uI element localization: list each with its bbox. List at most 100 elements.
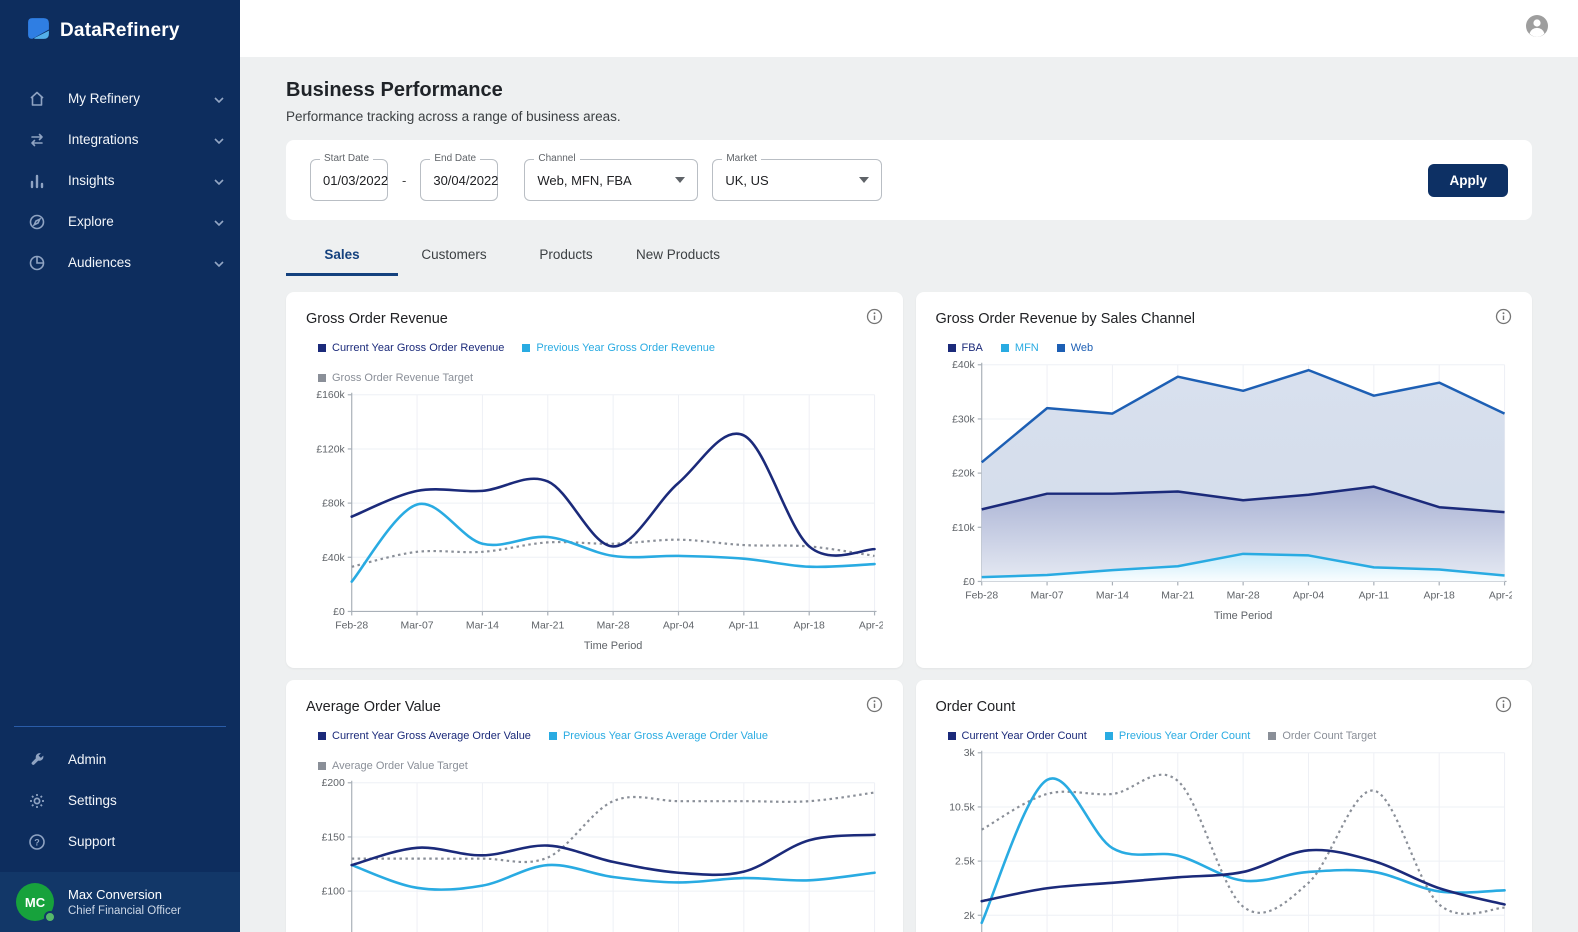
tab-products[interactable]: Products — [539, 247, 593, 262]
svg-text:Apr-25: Apr-25 — [859, 620, 883, 631]
legend-item[interactable]: Current Year Order Count — [947, 730, 1087, 742]
svg-text:£160k: £160k — [316, 390, 345, 401]
bar-chart-icon — [28, 172, 48, 190]
legend-item[interactable]: Average Order Value Target — [318, 760, 468, 772]
legend-item[interactable]: Previous Year Gross Average Order Value — [548, 730, 768, 742]
avatar: MC — [16, 883, 56, 923]
user-role: Chief Financial Officer — [68, 905, 181, 917]
svg-text:Time Period: Time Period — [584, 640, 642, 652]
legend-item[interactable]: Previous Year Gross Order Revenue — [522, 342, 715, 354]
gear-icon — [28, 792, 48, 810]
dropdown-caret-icon — [859, 177, 870, 183]
svg-text:£0: £0 — [333, 607, 345, 618]
chart-title: Gross Order Revenue by Sales Channel — [935, 311, 1196, 327]
legend-label: Gross Order Revenue Target — [332, 372, 474, 384]
sidebar-item-support[interactable]: ? Support — [0, 821, 240, 862]
pie-chart-icon — [28, 254, 48, 272]
svg-text:Mar-07: Mar-07 — [401, 620, 434, 631]
sidebar-item-audiences[interactable]: Audiences — [0, 242, 240, 283]
account-icon[interactable] — [1524, 13, 1550, 44]
chart-card-average-order-value: Average Order Value Current Year Gross Av… — [286, 680, 903, 932]
legend-swatch — [947, 344, 956, 352]
legend-item[interactable]: Previous Year Order Count — [1104, 730, 1251, 742]
sidebar-item-my-refinery[interactable]: My Refinery — [0, 78, 240, 119]
chart-legend: Current Year Gross Average Order Value Pr… — [318, 730, 883, 772]
logo-text: DataRefinery — [60, 20, 180, 41]
legend-item[interactable]: Order Count Target — [1268, 730, 1376, 742]
svg-text:Apr-11: Apr-11 — [1358, 590, 1389, 601]
chevron-down-icon — [214, 213, 224, 231]
legend-swatch — [522, 344, 531, 352]
chart-legend: Current Year Order Count Previous Year Or… — [947, 730, 1513, 742]
legend-item[interactable]: Gross Order Revenue Target — [318, 372, 473, 384]
info-icon[interactable] — [1495, 308, 1512, 330]
legend-label: FBA — [961, 342, 983, 354]
chart-title: Gross Order Revenue — [306, 311, 448, 327]
tab-sales[interactable]: Sales — [286, 234, 398, 276]
legend-label: Previous Year Order Count — [1118, 730, 1251, 742]
legend-swatch — [1268, 732, 1277, 740]
legend-swatch — [318, 374, 326, 382]
svg-text:Mar-14: Mar-14 — [1095, 590, 1128, 601]
legend-swatch — [318, 344, 326, 352]
svg-text:£20k: £20k — [952, 469, 975, 480]
legend-item[interactable]: FBA — [947, 342, 983, 354]
legend-item[interactable]: MFN — [1000, 342, 1039, 354]
page-subtitle: Performance tracking across a range of b… — [286, 109, 621, 124]
wrench-icon — [28, 751, 48, 769]
legend-item[interactable]: Current Year Gross Average Order Value — [318, 730, 531, 742]
legend-label: Web — [1070, 342, 1094, 354]
start-date-input[interactable]: Start Date 01/03/2022 — [310, 153, 388, 201]
order-count-chart: 2k2.5k10.5k3kFeb-28Mar-07Mar-14Mar-21Mar… — [949, 748, 1506, 932]
sync-icon — [28, 131, 48, 149]
svg-text:Mar-07: Mar-07 — [1030, 590, 1063, 601]
compass-icon — [28, 213, 48, 231]
chart-card-order-count: Order Count Current Year Order Count Previ… — [915, 680, 1532, 932]
sidebar-item-insights[interactable]: Insights — [0, 160, 240, 201]
legend-label: Previous Year Gross Order Revenue — [536, 342, 715, 354]
legend-label: Current Year Order Count — [961, 730, 1087, 742]
sidebar-item-settings[interactable]: Settings — [0, 780, 240, 821]
svg-text:Apr-11: Apr-11 — [729, 620, 760, 631]
legend-label: Average Order Value Target — [332, 760, 468, 772]
filter-bar: Start Date 01/03/2022 - End Date 30/04/2… — [286, 140, 1532, 220]
svg-text:£40k: £40k — [952, 360, 975, 371]
info-icon[interactable] — [866, 308, 883, 330]
topbar — [240, 0, 1578, 57]
sidebar-item-admin[interactable]: Admin — [0, 739, 240, 780]
svg-text:Apr-18: Apr-18 — [794, 620, 825, 631]
info-icon[interactable] — [866, 696, 883, 718]
svg-text:Mar-28: Mar-28 — [1226, 590, 1259, 601]
svg-text:Mar-21: Mar-21 — [531, 620, 564, 631]
primary-nav: My Refinery Integrations Insights — [0, 78, 240, 283]
logo[interactable]: DataRefinery — [0, 0, 240, 60]
channel-select[interactable]: Channel Web, MFN, FBA — [524, 153, 699, 201]
home-icon — [28, 90, 48, 108]
secondary-nav: Admin Settings ? Support — [0, 739, 240, 862]
svg-text:?: ? — [34, 837, 40, 847]
user-profile[interactable]: MC Max Conversion Chief Financial Office… — [0, 872, 240, 932]
tab-customers[interactable]: Customers — [421, 247, 487, 262]
svg-text:10.5k: 10.5k — [949, 802, 975, 813]
market-select[interactable]: Market UK, US — [712, 153, 883, 201]
date-range-separator: - — [402, 172, 407, 188]
dropdown-caret-icon — [675, 177, 686, 183]
sidebar-item-integrations[interactable]: Integrations — [0, 119, 240, 160]
average-order-value-chart: £50£100£150£200Feb-28Mar-07Mar-14Mar-21M… — [322, 778, 876, 932]
main-column: Business Performance Performance trackin… — [240, 0, 1578, 932]
info-icon[interactable] — [1495, 696, 1512, 718]
legend-item[interactable]: Web — [1056, 342, 1094, 354]
svg-text:£40k: £40k — [322, 553, 345, 564]
end-date-input[interactable]: End Date 30/04/2022 — [420, 153, 498, 201]
svg-text:2k: 2k — [963, 911, 975, 922]
datarefinery-logo-icon — [26, 16, 51, 46]
chart-card-gross-order-revenue: Gross Order Revenue Current Year Gross Or… — [286, 292, 903, 668]
sidebar-item-explore[interactable]: Explore — [0, 201, 240, 242]
gross-order-revenue-by-sales-channel-chart: £0 £10k £20k £30k £40k Feb-28 Mar-07 Mar-14 Mar-… — [952, 360, 1512, 622]
charts-grid: Gross Order Revenue Current Year Gross Or… — [286, 292, 1532, 932]
svg-text:£0: £0 — [963, 577, 975, 588]
legend-item[interactable]: Current Year Gross Order Revenue — [318, 342, 504, 354]
tab-new-products[interactable]: New Products — [635, 247, 721, 262]
apply-button[interactable]: Apply — [1428, 163, 1508, 197]
